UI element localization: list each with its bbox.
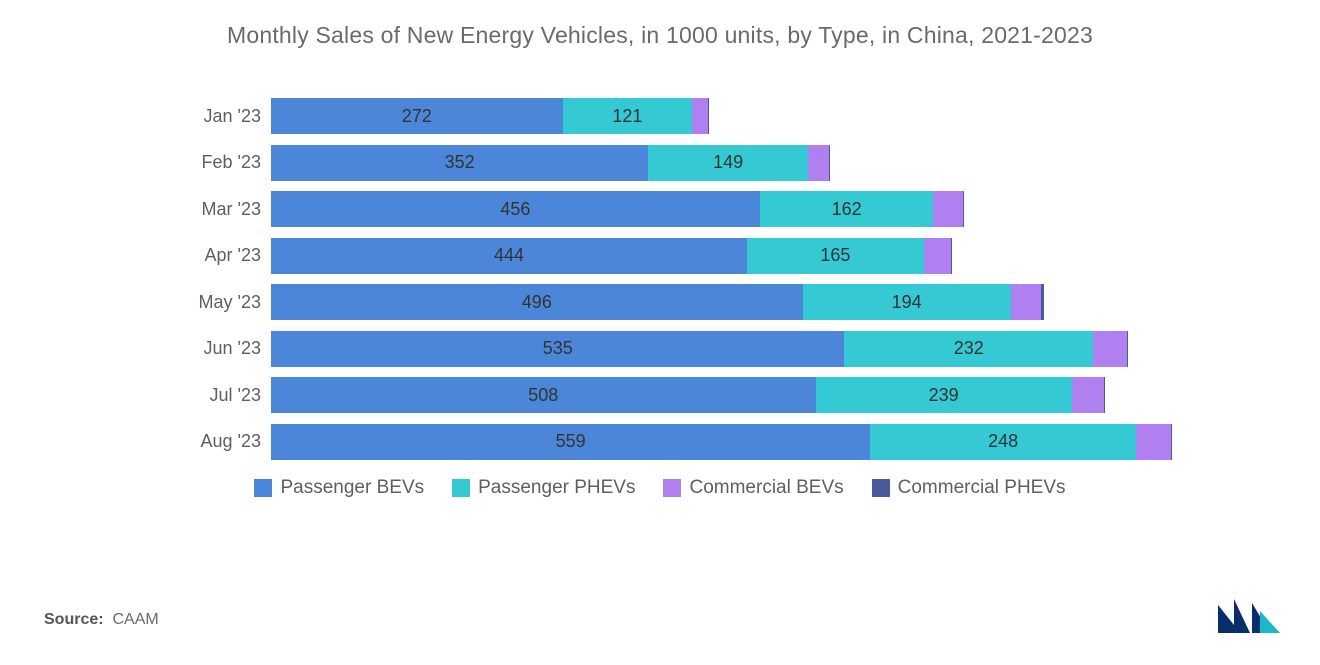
row-label: Feb '23	[195, 152, 271, 173]
bar-value-label: 444	[494, 245, 524, 266]
bar-value-label: 239	[929, 385, 959, 406]
swatch-icon	[872, 479, 890, 497]
chart-row: Feb '23 352 149	[195, 140, 1225, 187]
stacked-bar: 496 194	[271, 284, 1044, 320]
plot-area: Jan '23 272 121 Feb '23 352 149 Mar '23 456 162 A…	[195, 93, 1225, 465]
bar-segment-passenger-bev: 508	[271, 377, 816, 413]
row-label: Jun '23	[195, 338, 271, 359]
bar-track: 456 162	[271, 186, 1225, 233]
row-label: Apr '23	[195, 245, 271, 266]
bar-value-label: 149	[713, 152, 743, 173]
bar-segment-commercial-phev	[708, 98, 709, 134]
bar-value-label: 496	[522, 292, 552, 313]
bar-segment-passenger-bev: 444	[271, 238, 747, 274]
bar-segment-commercial-bev	[1072, 377, 1104, 413]
bar-value-label: 535	[543, 338, 573, 359]
bar-segment-passenger-bev: 352	[271, 145, 648, 181]
row-label: Jan '23	[195, 106, 271, 127]
bar-value-label: 121	[612, 106, 642, 127]
bar-track: 496 194	[271, 279, 1225, 326]
bar-segment-passenger-bev: 496	[271, 284, 803, 320]
chart-row: Mar '23 456 162	[195, 186, 1225, 233]
bar-segment-commercial-bev	[1136, 424, 1171, 460]
bar-segment-commercial-phev	[963, 191, 964, 227]
legend-label: Commercial BEVs	[689, 477, 843, 499]
bar-value-label: 232	[954, 338, 984, 359]
bar-segment-commercial-bev	[1011, 284, 1041, 320]
stacked-bar: 444 165	[271, 238, 951, 274]
swatch-icon	[452, 479, 470, 497]
row-label: Jul '23	[195, 385, 271, 406]
bar-segment-passenger-bev: 535	[271, 331, 844, 367]
legend-item-passenger-bev: Passenger BEVs	[254, 477, 424, 499]
stacked-bar: 508 239	[271, 377, 1104, 413]
bar-segment-passenger-phev: 194	[803, 284, 1011, 320]
bar-value-label: 194	[892, 292, 922, 313]
bar-segment-commercial-phev	[1041, 284, 1044, 320]
bar-segment-passenger-bev: 272	[271, 98, 563, 134]
row-label: May '23	[195, 292, 271, 313]
bar-segment-commercial-bev	[692, 98, 708, 134]
bar-segment-passenger-phev: 239	[816, 377, 1072, 413]
bar-segment-passenger-phev: 149	[648, 145, 808, 181]
bar-value-label: 508	[528, 385, 558, 406]
legend-label: Passenger PHEVs	[478, 477, 635, 499]
bar-segment-passenger-phev: 165	[747, 238, 924, 274]
chart-row: Jan '23 272 121	[195, 93, 1225, 140]
bar-segment-passenger-bev: 456	[271, 191, 760, 227]
bar-value-label: 272	[402, 106, 432, 127]
row-label: Aug '23	[195, 431, 271, 452]
bar-value-label: 559	[556, 431, 586, 452]
chart-row: Apr '23 444 165	[195, 233, 1225, 280]
chart-row: Jun '23 535 232	[195, 326, 1225, 373]
bar-value-label: 352	[445, 152, 475, 173]
bar-segment-passenger-phev: 232	[844, 331, 1093, 367]
bar-segment-commercial-bev	[808, 145, 829, 181]
legend-item-commercial-phev: Commercial PHEVs	[872, 477, 1066, 499]
stacked-bar: 535 232	[271, 331, 1128, 367]
chart-row: Aug '23 559 248	[195, 419, 1225, 466]
legend: Passenger BEVs Passenger PHEVs Commercia…	[0, 477, 1320, 499]
bar-track: 535 232	[271, 326, 1225, 373]
swatch-icon	[663, 479, 681, 497]
source-attribution: Source: CAAM	[44, 611, 159, 629]
stacked-bar: 352 149	[271, 145, 830, 181]
bar-segment-commercial-phev	[1104, 377, 1105, 413]
bar-segment-commercial-phev	[951, 238, 952, 274]
bar-segment-commercial-phev	[1171, 424, 1172, 460]
bar-segment-passenger-phev: 121	[563, 98, 693, 134]
bar-segment-commercial-phev	[1127, 331, 1128, 367]
bar-segment-commercial-phev	[829, 145, 830, 181]
bar-value-label: 162	[832, 199, 862, 220]
bar-track: 272 121	[271, 93, 1225, 140]
brand-logo-icon	[1216, 597, 1282, 635]
bar-segment-commercial-bev	[933, 191, 963, 227]
row-label: Mar '23	[195, 199, 271, 220]
chart-row: May '23 496 194	[195, 279, 1225, 326]
legend-item-commercial-bev: Commercial BEVs	[663, 477, 843, 499]
bar-track: 559 248	[271, 419, 1225, 466]
chart-row: Jul '23 508 239	[195, 372, 1225, 419]
bar-track: 352 149	[271, 140, 1225, 187]
bar-value-label: 456	[500, 199, 530, 220]
chart-title: Monthly Sales of New Energy Vehicles, in…	[0, 0, 1320, 49]
source-label: Source:	[44, 611, 104, 628]
swatch-icon	[254, 479, 272, 497]
source-value: CAAM	[112, 611, 158, 628]
bar-value-label: 165	[820, 245, 850, 266]
stacked-bar: 272 121	[271, 98, 709, 134]
bar-track: 508 239	[271, 372, 1225, 419]
legend-label: Passenger BEVs	[280, 477, 424, 499]
legend-label: Commercial PHEVs	[898, 477, 1066, 499]
stacked-bar: 456 162	[271, 191, 964, 227]
bar-value-label: 248	[988, 431, 1018, 452]
legend-item-passenger-phev: Passenger PHEVs	[452, 477, 635, 499]
bar-segment-passenger-phev: 162	[760, 191, 934, 227]
bar-segment-passenger-phev: 248	[870, 424, 1136, 460]
bar-segment-commercial-bev	[924, 238, 951, 274]
bar-segment-passenger-bev: 559	[271, 424, 870, 460]
bar-track: 444 165	[271, 233, 1225, 280]
stacked-bar: 559 248	[271, 424, 1172, 460]
bar-segment-commercial-bev	[1093, 331, 1127, 367]
